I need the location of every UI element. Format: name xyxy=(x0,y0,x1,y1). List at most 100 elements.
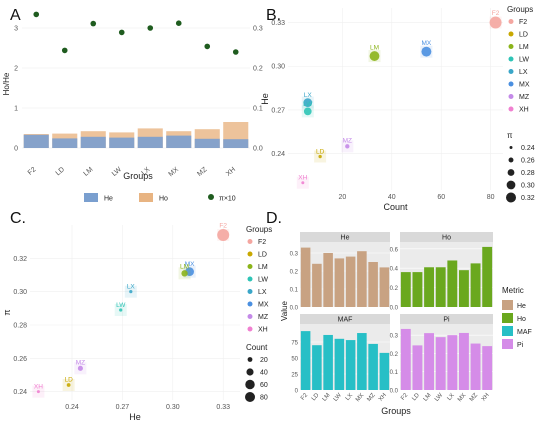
legend-label: MX xyxy=(519,82,530,89)
point-label: LM xyxy=(180,264,189,271)
point-F2 xyxy=(217,229,230,241)
x-tick-label: LD xyxy=(311,392,321,402)
bar-He-LD xyxy=(312,263,322,307)
bar-he-LD xyxy=(52,138,78,148)
x-axis-title: He xyxy=(129,412,141,421)
legend-label: Ho xyxy=(517,316,526,323)
x-tick-label: 80 xyxy=(487,194,495,201)
y-tick-label: 75 xyxy=(291,341,298,347)
y-tick-label: 0.1 xyxy=(290,288,299,294)
facet-title: MAF xyxy=(338,317,353,324)
legend-size-title: π xyxy=(507,131,513,140)
x-tick-label: LM xyxy=(423,392,433,402)
bar-MAF-LX xyxy=(345,340,356,390)
legend-swatch-XH xyxy=(247,326,253,332)
bar-He-XH xyxy=(379,267,390,307)
bar-He-MZ xyxy=(368,262,378,307)
point-LM xyxy=(369,51,380,61)
x-tick-label: F2 xyxy=(300,392,310,402)
legend-size-swatch xyxy=(506,180,516,190)
legend-swatch-He xyxy=(502,300,513,310)
legend-label: LX xyxy=(519,69,528,76)
point-label: LW xyxy=(303,101,313,108)
legend-size-swatch xyxy=(507,169,515,176)
legend-label: LX xyxy=(258,289,267,296)
x-axis-title: Groups xyxy=(381,406,411,416)
point-LW xyxy=(119,308,123,312)
x-tick-label: LX xyxy=(447,392,456,401)
y-tick-label: 0.3 xyxy=(290,252,299,258)
legend-size-swatch xyxy=(246,368,254,376)
point-label: LM xyxy=(370,45,379,52)
x-tick-label: LX xyxy=(345,392,354,401)
y-tick-label: 0.32 xyxy=(13,256,27,263)
bar-he-MZ xyxy=(194,138,220,148)
bar-He-LM xyxy=(323,253,333,307)
legend-size-label: 0.28 xyxy=(521,170,535,177)
y-tick-label: 0.1 xyxy=(390,370,399,376)
x-tick-label: LX xyxy=(140,166,151,177)
legend-swatch-MZ xyxy=(247,314,253,319)
y-axis-title: Ho/He xyxy=(2,72,11,95)
bar-He-LX xyxy=(345,256,356,307)
y-tick-label: 0.24 xyxy=(13,389,27,396)
bar-he-MX xyxy=(166,135,192,148)
legend-label: He xyxy=(517,303,526,310)
point-XH xyxy=(36,390,40,394)
legend-label: Ho xyxy=(159,196,168,203)
bar-Pi-LX xyxy=(447,335,458,390)
legend-size-label: 20 xyxy=(260,357,268,364)
legend-size-swatch xyxy=(509,146,513,149)
bar-He-F2 xyxy=(300,247,311,307)
y-tick-label: 0.0 xyxy=(390,389,399,395)
bar-Pi-LW xyxy=(435,337,446,390)
pi-point-F2 xyxy=(33,11,40,18)
y-tick-label: 0.2 xyxy=(390,352,399,358)
legend-swatch-XH xyxy=(508,106,514,112)
bar-he-F2 xyxy=(23,134,49,148)
bar-Pi-F2 xyxy=(400,328,411,390)
legend-swatch-Ho xyxy=(502,313,513,323)
legend-size-label: 0.26 xyxy=(521,158,535,165)
legend-label: MZ xyxy=(258,314,269,321)
legend-label: XH xyxy=(258,327,268,334)
legend-size-swatch xyxy=(247,357,253,362)
y-tick-label: 0.6 xyxy=(390,247,399,253)
bar-Ho-MX xyxy=(458,270,469,307)
point-label: LD xyxy=(64,377,73,384)
legend-label: XH xyxy=(519,107,529,114)
point-label: MX xyxy=(185,261,195,268)
legend-swatch-He xyxy=(84,193,98,202)
bar-Ho-LM xyxy=(424,267,435,307)
x-tick-label: F2 xyxy=(27,166,38,177)
legend-label: LM xyxy=(519,44,529,51)
bar-He-MX xyxy=(357,251,367,307)
legend-swatch-pi xyxy=(208,194,214,200)
legend-swatch-Ho xyxy=(139,193,153,202)
facet-title: Pi xyxy=(443,317,450,324)
bar-MAF-MX xyxy=(357,333,367,390)
point-label: XH xyxy=(298,175,307,182)
y-tick-label: 0.4 xyxy=(390,267,399,273)
legend-swatch-LD xyxy=(508,31,514,37)
legend-swatch-LX xyxy=(247,289,253,294)
facet-strip-MAF xyxy=(300,314,390,324)
y-tick-label: 0.30 xyxy=(13,289,27,296)
x-tick-label: LW xyxy=(111,166,123,178)
x-tick-label: 40 xyxy=(388,194,396,201)
x-axis-title: Groups xyxy=(123,171,153,181)
bar-MAF-LM xyxy=(323,334,333,390)
legend-size-swatch xyxy=(245,379,255,390)
x-tick-label: LW xyxy=(434,392,444,403)
bar-Ho-F2 xyxy=(400,272,411,307)
pi-point-LW xyxy=(118,29,125,36)
point-label: MZ xyxy=(343,138,352,145)
bar-he-LW xyxy=(109,137,135,148)
x-tick-label: MZ xyxy=(469,392,479,403)
x-tick-label: MZ xyxy=(366,392,376,403)
legend-size-label: 80 xyxy=(260,395,268,402)
y2-tick-label: 0.0 xyxy=(253,146,263,153)
x-tick-label: XH xyxy=(378,392,388,402)
y-axis-title: Value xyxy=(280,301,289,321)
